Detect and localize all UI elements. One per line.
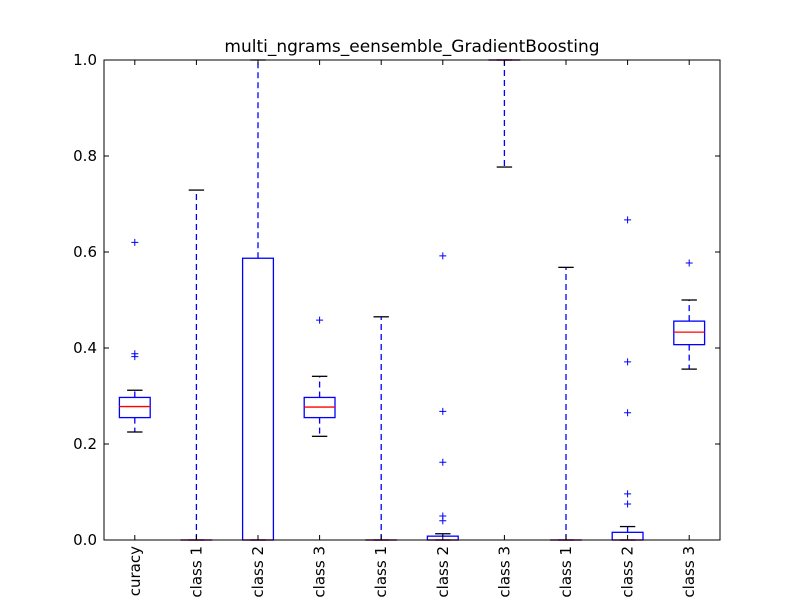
chart-title: multi_ngrams_eensemble_GradientBoosting	[224, 37, 599, 57]
box-group	[303, 316, 336, 437]
box	[673, 320, 706, 346]
flier-point	[439, 252, 447, 260]
x-tick-label: curacy	[126, 546, 144, 596]
x-tick-label: class 2	[434, 546, 452, 598]
flier-point	[316, 316, 324, 324]
box-group	[426, 252, 459, 541]
box-group	[611, 216, 644, 541]
x-tick-label: class 2	[249, 546, 267, 598]
y-tick-label: 0.4	[73, 339, 97, 357]
y-axis: 0.0 0.2 0.4 0.6 0.8 1.0	[73, 51, 720, 549]
box-group	[365, 316, 398, 541]
flier-point	[624, 409, 632, 417]
x-tick-label: class 1	[187, 546, 205, 598]
flier-point	[624, 500, 632, 508]
flier-point	[624, 358, 632, 366]
box	[241, 257, 275, 541]
flier-point	[685, 259, 693, 267]
x-tick-label: class 1	[372, 546, 390, 598]
y-tick-label: 1.0	[73, 51, 97, 69]
box-group	[488, 59, 521, 168]
flier-point	[131, 238, 139, 246]
x-tick-label: class 3	[495, 546, 513, 598]
box	[118, 396, 151, 419]
flier-point	[624, 490, 632, 498]
y-tick-label: 0.8	[73, 147, 97, 165]
flier-point	[439, 517, 447, 525]
x-tick-label: class 3	[680, 546, 698, 598]
flier-point	[439, 407, 447, 415]
plot-area-frame	[103, 59, 721, 541]
box-group	[241, 59, 275, 541]
x-tick-label: class 1	[557, 546, 575, 598]
x-axis: curacy class 1 class 2 class 3 class 1 class …	[126, 60, 698, 598]
box-group	[180, 189, 213, 541]
plot-marks	[118, 59, 706, 541]
flier-point	[131, 353, 139, 361]
x-tick-label: class 2	[619, 546, 637, 598]
x-tick-label: class 3	[311, 546, 329, 598]
box-group	[549, 266, 583, 541]
box-group	[673, 259, 706, 370]
y-tick-label: 0.6	[73, 243, 97, 261]
box-group	[118, 238, 151, 433]
flier-point	[624, 216, 632, 224]
y-tick-label: 0.2	[73, 435, 97, 453]
flier-point	[439, 458, 447, 466]
y-tick-label: 0.0	[73, 531, 97, 549]
